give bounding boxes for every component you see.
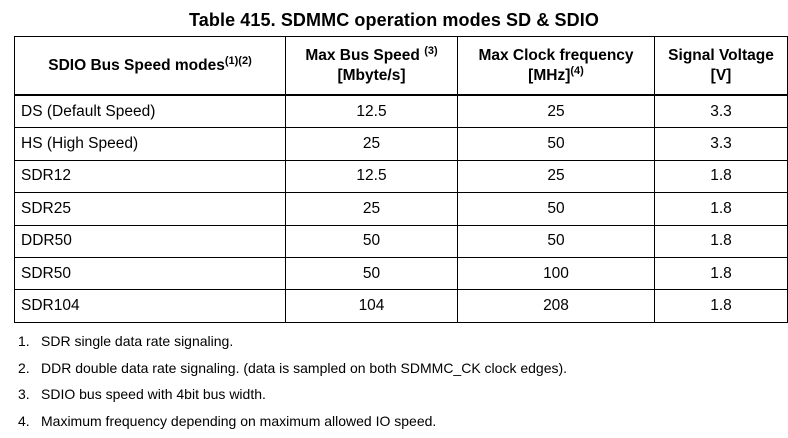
footnote: 1. SDR single data rate signaling. xyxy=(18,332,778,359)
cell-max-bus-speed: 12.5 xyxy=(286,95,458,128)
header-signal-voltage: Signal Voltage [V] xyxy=(655,37,788,96)
header-label: Max Clock frequency xyxy=(478,47,633,64)
cell-mode: SDR50 xyxy=(15,257,286,289)
cell-max-clock: 50 xyxy=(458,128,655,160)
cell-max-bus-speed: 25 xyxy=(286,193,458,225)
header-label: Signal Voltage xyxy=(668,47,774,64)
cell-mode: HS (High Speed) xyxy=(15,128,286,160)
footnote: 3. SDIO bus speed with 4bit bus width. xyxy=(18,385,778,412)
cell-max-clock: 208 xyxy=(458,290,655,322)
cell-max-bus-speed: 50 xyxy=(286,225,458,257)
header-max-bus-speed: Max Bus Speed (3) [Mbyte/s] xyxy=(286,37,458,96)
table-row: DS (Default Speed) 12.5 25 3.3 xyxy=(15,95,788,128)
header-max-clock-frequency: Max Clock frequency [MHz](4) xyxy=(458,37,655,96)
footnote-ref: (4) xyxy=(570,65,583,77)
cell-mode: SDR25 xyxy=(15,193,286,225)
cell-max-clock: 25 xyxy=(458,160,655,192)
footnote-ref: (3) xyxy=(424,45,437,57)
footnote: 2. DDR double data rate signaling. (data… xyxy=(18,359,778,386)
footnote-ref: (1)(2) xyxy=(225,55,252,67)
footnote-text: Maximum frequency depending on maximum a… xyxy=(41,412,778,438)
header-bus-speed-mode: SDIO Bus Speed modes(1)(2) xyxy=(15,37,286,96)
footnote-number: 4. xyxy=(18,412,41,438)
cell-voltage: 1.8 xyxy=(655,225,788,257)
cell-voltage: 1.8 xyxy=(655,193,788,225)
cell-voltage: 3.3 xyxy=(655,95,788,128)
table-row: HS (High Speed) 25 50 3.3 xyxy=(15,128,788,160)
cell-mode: SDR104 xyxy=(15,290,286,322)
footnote-text: DDR double data rate signaling. (data is… xyxy=(41,359,778,386)
footnote-text: SDIO bus speed with 4bit bus width. xyxy=(41,385,778,412)
cell-voltage: 1.8 xyxy=(655,257,788,289)
footnote: 4. Maximum frequency depending on maximu… xyxy=(18,412,778,438)
header-label: SDIO Bus Speed modes xyxy=(48,57,225,74)
cell-max-bus-speed: 104 xyxy=(286,290,458,322)
cell-voltage: 3.3 xyxy=(655,128,788,160)
cell-max-bus-speed: 50 xyxy=(286,257,458,289)
cell-max-clock: 100 xyxy=(458,257,655,289)
cell-voltage: 1.8 xyxy=(655,290,788,322)
cell-max-clock: 50 xyxy=(458,193,655,225)
table-row: SDR50 50 100 1.8 xyxy=(15,257,788,289)
header-unit: [MHz] xyxy=(528,67,570,84)
cell-max-clock: 50 xyxy=(458,225,655,257)
table-header-row: SDIO Bus Speed modes(1)(2) Max Bus Speed… xyxy=(15,37,788,96)
cell-mode: SDR12 xyxy=(15,160,286,192)
table-row: SDR12 12.5 25 1.8 xyxy=(15,160,788,192)
cell-mode: DS (Default Speed) xyxy=(15,95,286,128)
table-row: SDR25 25 50 1.8 xyxy=(15,193,788,225)
cell-mode: DDR50 xyxy=(15,225,286,257)
table-title: Table 415. SDMMC operation modes SD & SD… xyxy=(0,9,788,31)
cell-max-bus-speed: 12.5 xyxy=(286,160,458,192)
header-unit: [V] xyxy=(711,67,732,84)
table-row: SDR104 104 208 1.8 xyxy=(15,290,788,322)
table-footnotes: 1. SDR single data rate signaling. 2. DD… xyxy=(18,332,778,438)
footnote-number: 2. xyxy=(18,359,41,386)
table-row: DDR50 50 50 1.8 xyxy=(15,225,788,257)
operation-modes-table: SDIO Bus Speed modes(1)(2) Max Bus Speed… xyxy=(14,36,788,323)
footnote-number: 3. xyxy=(18,385,41,412)
footnote-number: 1. xyxy=(18,332,41,359)
header-unit: [Mbyte/s] xyxy=(337,67,405,84)
header-label: Max Bus Speed xyxy=(305,47,424,64)
cell-max-bus-speed: 25 xyxy=(286,128,458,160)
cell-max-clock: 25 xyxy=(458,95,655,128)
footnote-text: SDR single data rate signaling. xyxy=(41,332,778,359)
cell-voltage: 1.8 xyxy=(655,160,788,192)
